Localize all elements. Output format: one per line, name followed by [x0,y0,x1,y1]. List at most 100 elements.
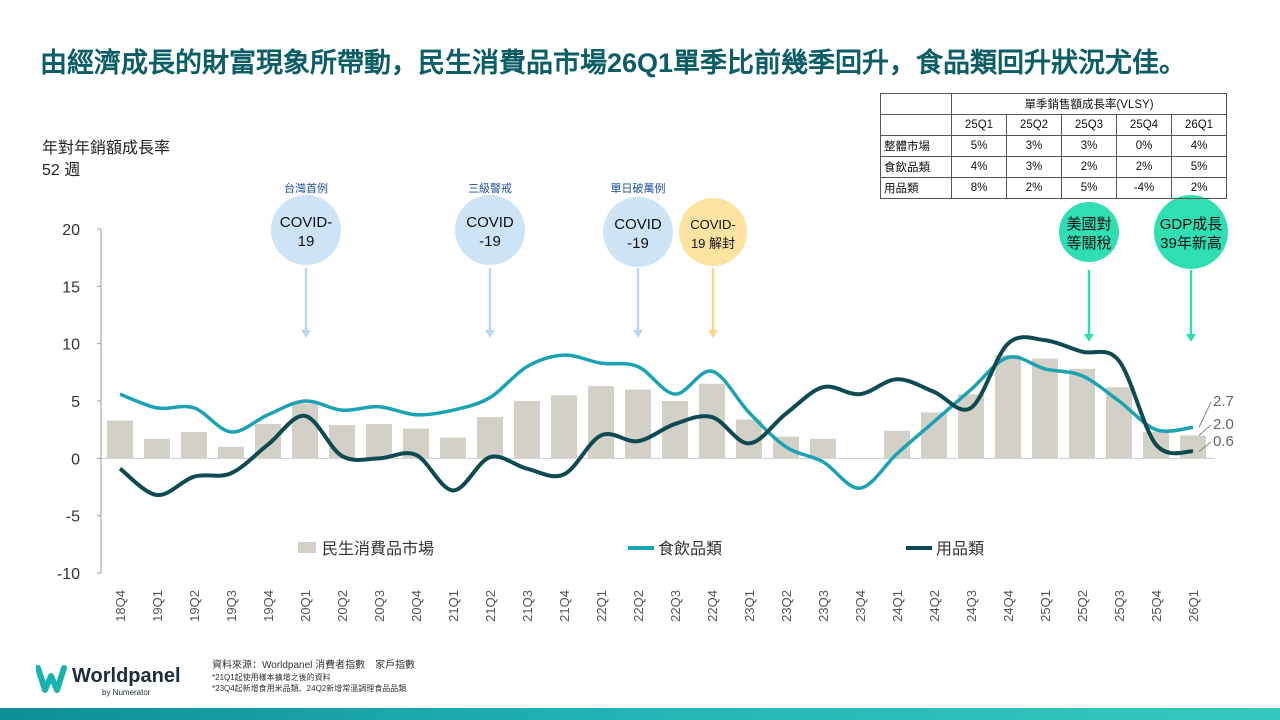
annotation-text: GDP成長 [1160,216,1223,233]
x-tick-label: 23Q4 [853,590,868,622]
y-label-line: 52 週 [42,162,81,179]
table-corner [880,93,952,115]
bar [292,403,318,459]
table-cell: 5% [1171,156,1227,178]
table-cell: 5% [951,135,1007,157]
annotation-text: COVID- [690,217,736,232]
bar [144,438,170,459]
y-tick-label: -5 [66,509,80,526]
label-leader [1198,401,1212,428]
column-header: 25Q4 [1116,114,1172,136]
bar [107,420,133,459]
x-tick-label: 21Q4 [557,590,572,622]
table-cell: 0% [1116,135,1172,157]
slide-title: 由經濟成長的財富現象所帶動，民生消費品市場26Q1單季比前幾季回升，食品類回升狀… [40,48,1187,78]
brand: Worldpanel [72,665,181,687]
legend-label: 用品類 [936,540,984,558]
row-header: 食飲品類 [880,156,952,178]
x-tick-label: 21Q2 [483,590,498,622]
column-header: 25Q3 [1061,114,1117,136]
annotation-header: 單日破萬例 [611,181,666,195]
annotation-text: 19 [298,233,315,250]
annotation-bubble [455,195,525,265]
x-tick-label: 21Q1 [446,590,461,622]
x-tick-label: 19Q4 [261,590,276,622]
line [118,335,1194,498]
x-tick-label: 22Q1 [594,590,609,622]
x-tick-label: 20Q2 [335,590,350,622]
x-tick-label: 26Q1 [1186,590,1201,622]
annotation-bubble [1154,195,1228,269]
x-tick-label: 25Q2 [1075,590,1090,622]
annotation-text: 19 解封 [691,236,735,251]
annotation-arrowhead [1186,334,1196,342]
end-label: 2.0 [1213,416,1234,433]
bar [551,395,577,459]
x-tick-label: 25Q3 [1112,590,1127,622]
x-tick-label: 22Q2 [631,590,646,622]
x-tick-label: 19Q1 [150,590,165,622]
y-tick-label: 5 [71,394,80,411]
bar [181,431,207,459]
annotation-arrowhead [301,330,311,338]
bar [514,401,540,459]
table-corner [880,114,952,136]
annotation-text: -19 [627,235,649,252]
footnote: *23Q4起新增食用米品類、24Q2新增常溫調理食品品類 [212,684,407,693]
x-tick-label: 23Q2 [779,590,794,622]
x-tick-label: 20Q3 [372,590,387,622]
table-title: 單季銷售額成長率(VLSY) [951,93,1227,115]
x-tick-label: 20Q4 [409,590,424,622]
y-axis-label: 年對年銷額成長率 52 週 [42,138,170,182]
annotation-bubble [271,195,341,265]
bar [329,425,355,459]
column-header: 25Q1 [951,114,1007,136]
x-tick-label: 18Q4 [113,590,128,622]
legend-label: 民生消費品市場 [322,540,434,558]
footnote: 資料來源：Worldpanel 消費者指數 家戶指數 [212,660,416,671]
annotation-header: 台灣首例 [284,181,328,195]
logo: Worldpanel by Numerator [35,660,206,705]
annotation-text: -19 [479,233,501,250]
annotation-text: 美國對 [1066,216,1111,233]
y-tick-label: 10 [62,337,80,354]
table-row: 用品類 8% 2% 5% -4% 2% [880,177,1227,199]
x-tick-label: 24Q1 [890,590,905,622]
table-cell: 2% [1006,177,1062,199]
growth-table: 單季銷售額成長率(VLSY) 25Q1 25Q2 25Q3 25Q4 26Q1 整體市場 5%… [880,93,1227,199]
x-tick-label: 23Q1 [742,590,757,622]
bar [958,394,984,459]
bar [810,438,836,459]
annotation-bubble [603,197,673,267]
annotation-arrowhead [485,330,495,338]
bar [366,423,392,459]
column-header: 26Q1 [1171,114,1227,136]
table-row: 食飲品類 4% 3% 2% 2% 5% [880,156,1227,178]
x-tick-label: 19Q3 [224,590,239,622]
annotation-header: 三級警戒 [468,181,512,195]
column-header: 25Q2 [1006,114,1062,136]
bar [1106,387,1132,459]
table-row: 單季銷售額成長率(VLSY) [880,93,1227,115]
x-tick-label: 21Q3 [520,590,535,622]
footnotes: 資料來源：Worldpanel 消費者指數 家戶指數 *21Q1起使用樣本擴增之… [212,660,415,694]
annotation-text: COVID [466,214,514,231]
bottom-band [0,708,1280,720]
end-label: 0.6 [1213,433,1234,450]
table-cell: 2% [1061,156,1117,178]
y-tick-label: 15 [62,279,80,296]
table-row: 整體市場 5% 3% 3% 0% 4% [880,135,1227,157]
x-tick-label: 22Q4 [705,590,720,622]
annotation-arrowhead [633,330,643,338]
table-cell: 4% [951,156,1007,178]
bar [218,446,244,459]
bar [588,386,614,459]
x-tick-label: 25Q4 [1149,590,1164,622]
table-cell: 8% [951,177,1007,199]
label-leader [1198,441,1212,452]
x-tick-label: 22Q3 [668,590,683,622]
y-label-line: 年對年銷額成長率 [42,140,171,157]
row-header: 用品類 [880,177,952,199]
